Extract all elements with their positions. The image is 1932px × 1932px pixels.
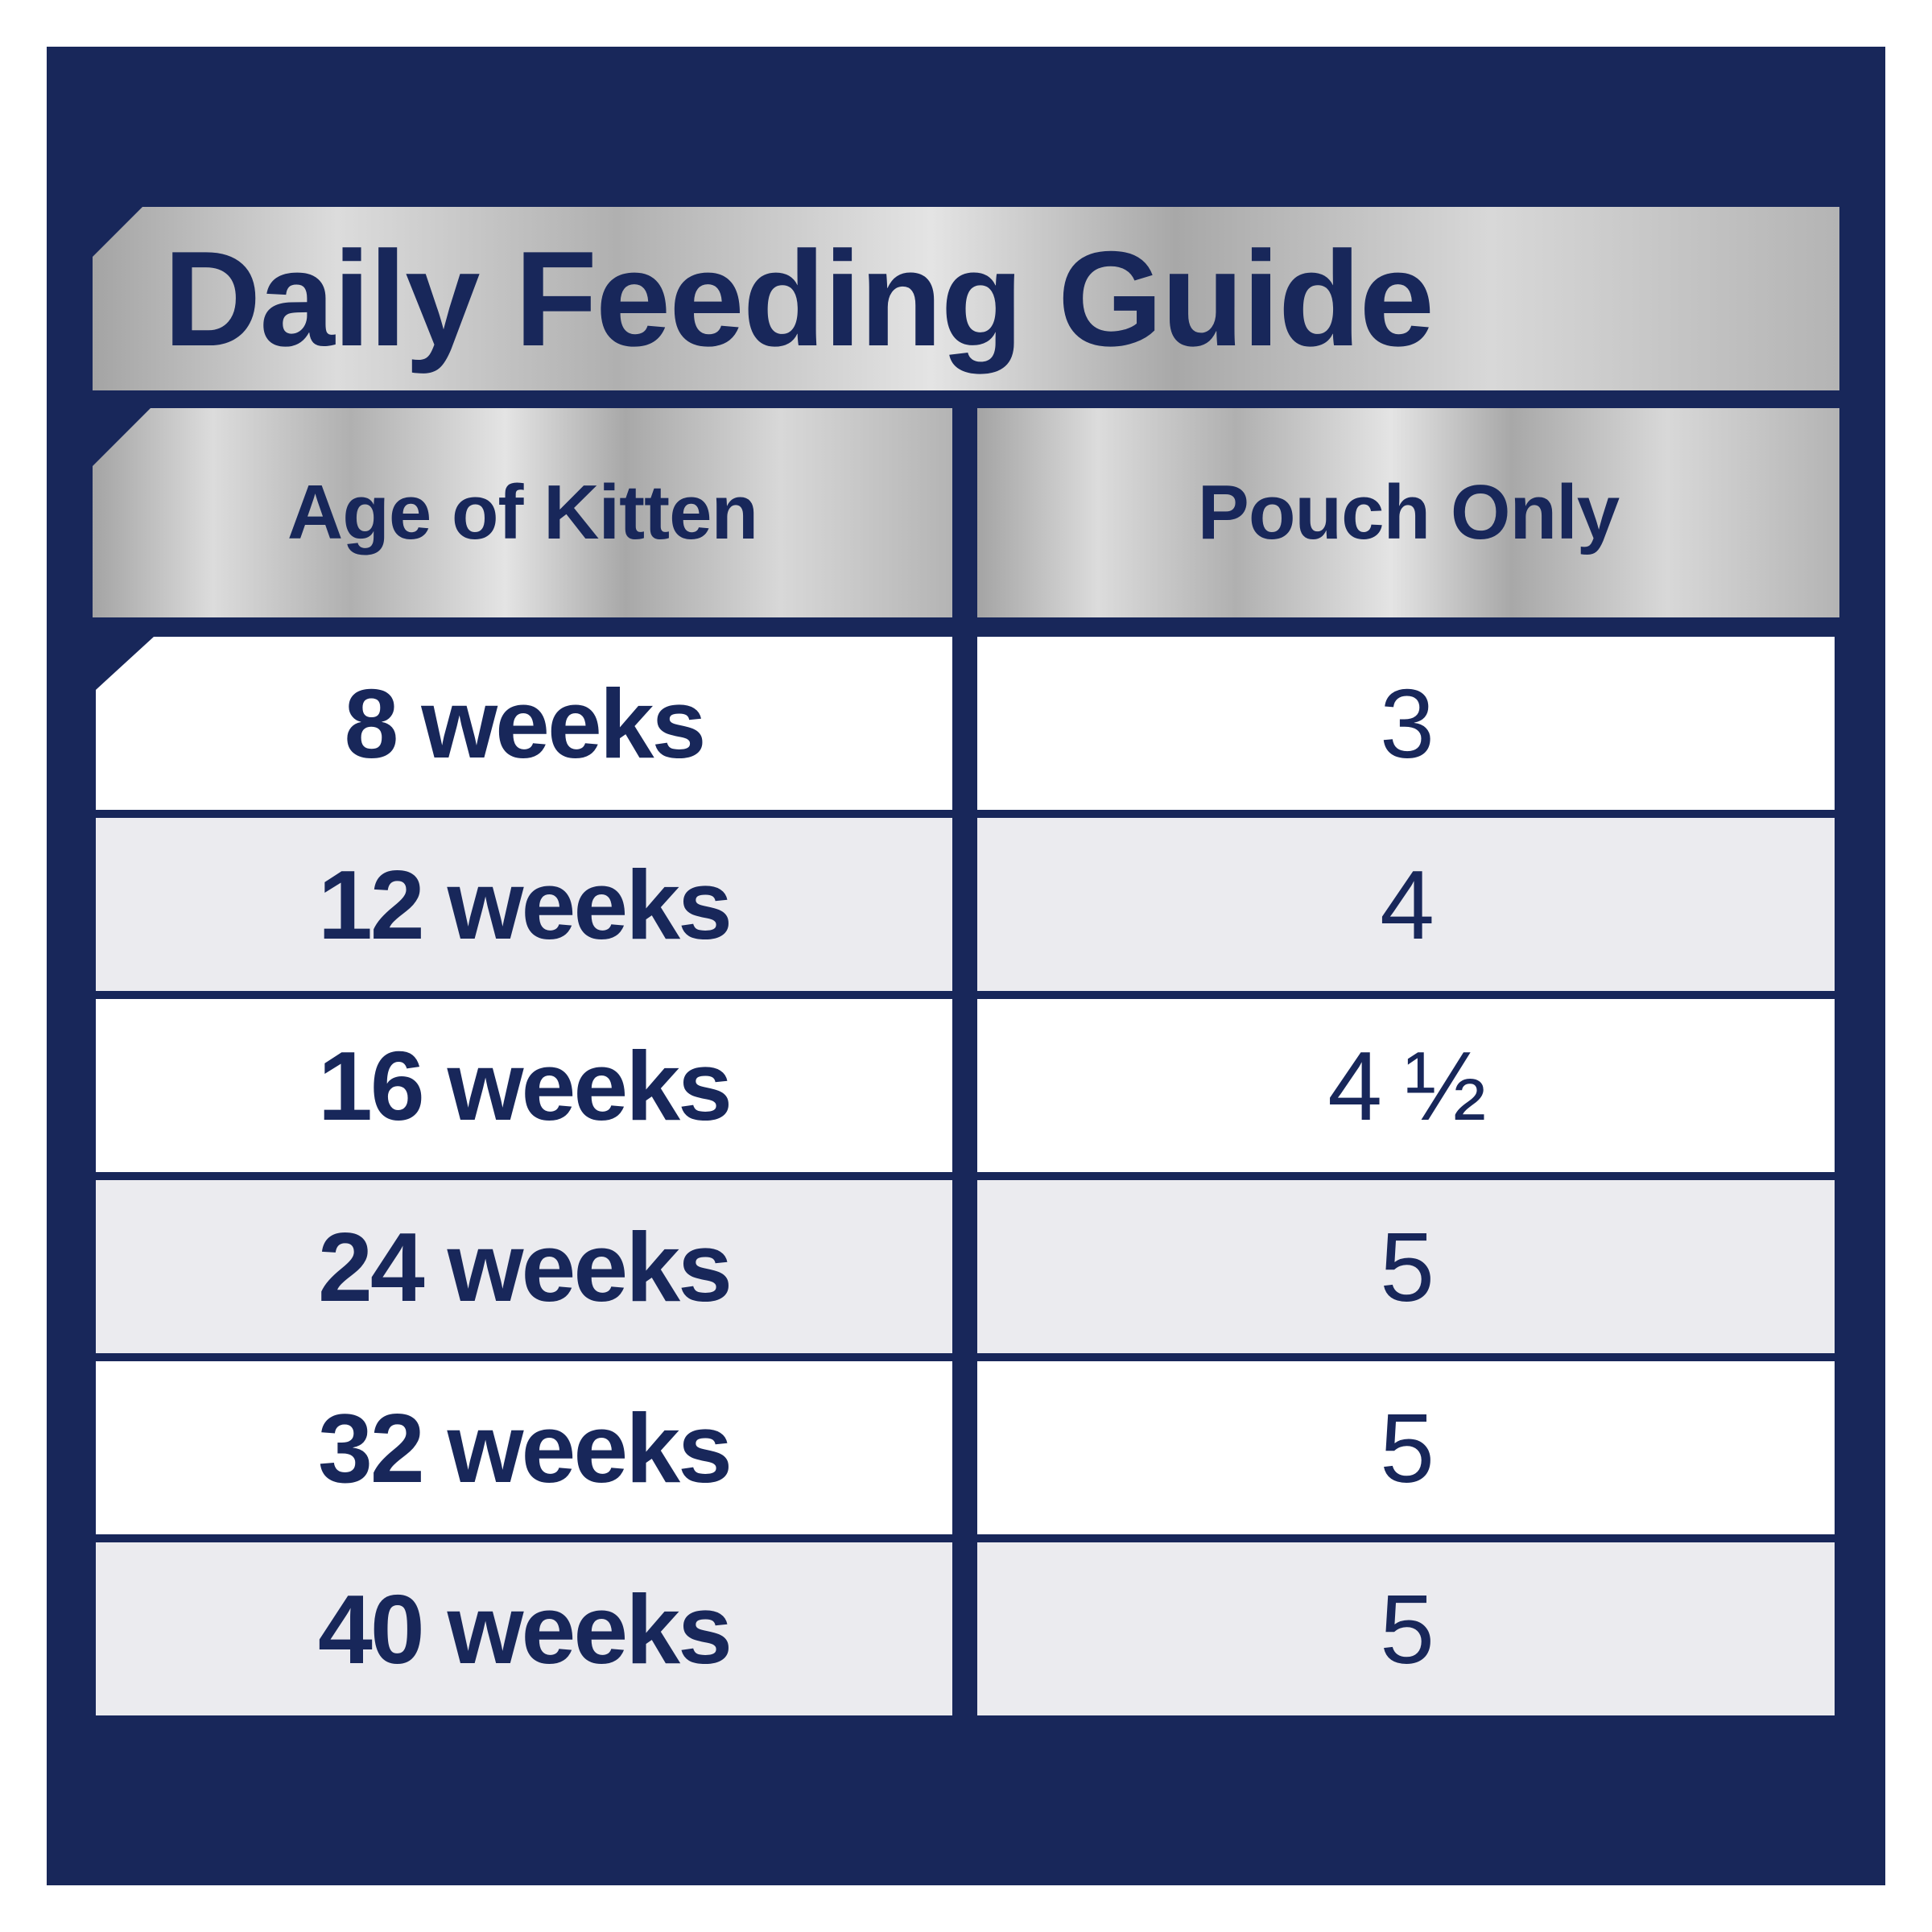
- pouch-count: 5: [977, 1361, 1835, 1534]
- kitten-age: 24 weeks: [96, 1180, 952, 1353]
- kitten-age: 12 weeks: [96, 818, 952, 991]
- title-banner: Daily Feeding Guide: [93, 207, 1839, 390]
- title: Daily Feeding Guide: [163, 222, 1435, 374]
- kitten-age: 40 weeks: [96, 1542, 952, 1715]
- kitten-age: 8 weeks: [96, 637, 952, 810]
- pouch-count: 3: [977, 637, 1835, 810]
- pouch-count: 5: [977, 1542, 1835, 1715]
- header-cell: Pouch Only: [977, 408, 1839, 617]
- header-cell: Age of Kitten: [93, 408, 952, 617]
- pouch-count: 4 ½: [977, 999, 1835, 1172]
- pouch-count: 4: [977, 818, 1835, 991]
- kitten-age: 16 weeks: [96, 999, 952, 1172]
- pouch-count: 5: [977, 1180, 1835, 1353]
- kitten-age: 32 weeks: [96, 1361, 952, 1534]
